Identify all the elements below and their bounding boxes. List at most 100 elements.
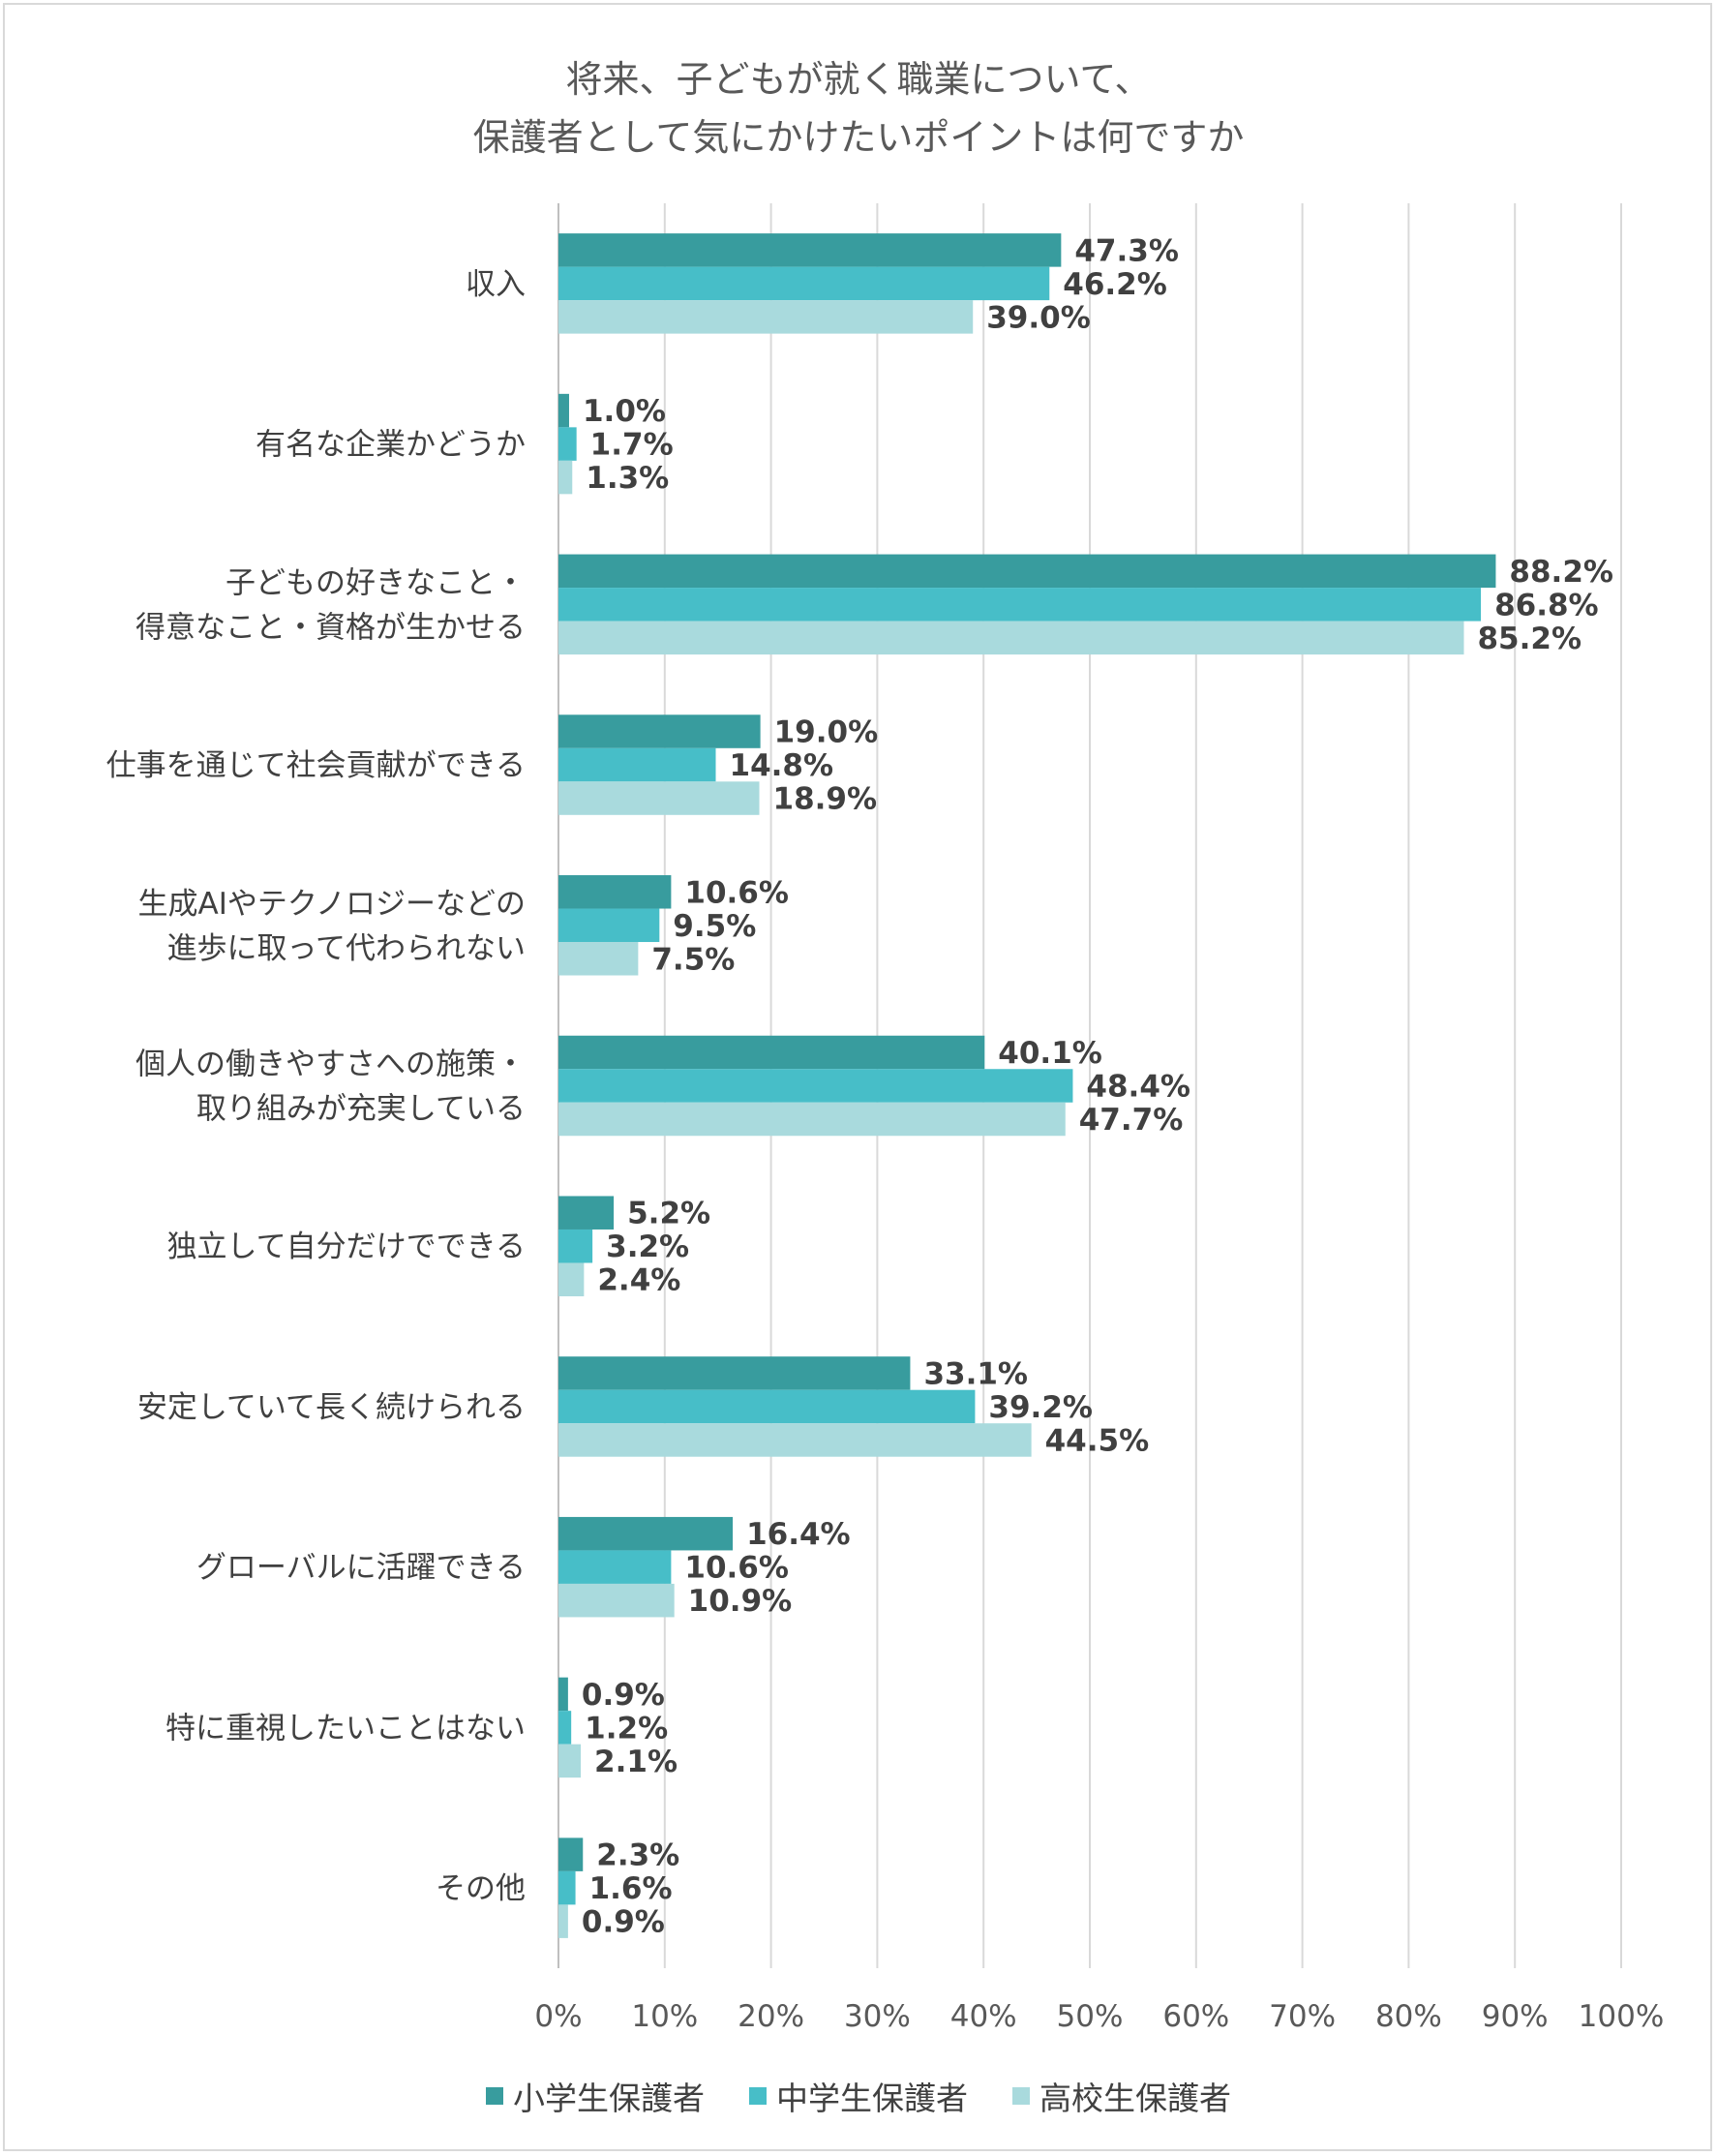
data-label: 19.0%	[774, 715, 879, 750]
legend-label-elementary: 小学生保護者	[513, 2080, 705, 2117]
data-label: 39.2%	[988, 1390, 1093, 1425]
data-label: 5.2%	[627, 1197, 710, 1231]
category-label: 安定していて長く続けられる	[137, 1390, 526, 1425]
data-label: 1.3%	[586, 461, 669, 496]
data-label: 40.1%	[998, 1036, 1102, 1071]
category-label: 子どもの好きなこと・	[226, 565, 526, 600]
bar	[558, 1870, 576, 1905]
bar	[558, 1677, 568, 1712]
bar	[558, 1583, 675, 1618]
x-tick-label: 80%	[1375, 1999, 1442, 2034]
x-tick-label: 60%	[1162, 1999, 1229, 2034]
data-label: 1.2%	[585, 1711, 668, 1746]
bar	[558, 621, 1464, 655]
legend-item-elementary: 小学生保護者	[486, 2073, 705, 2119]
bar	[558, 1196, 615, 1230]
data-label: 44.5%	[1045, 1423, 1150, 1458]
x-tick-label: 100%	[1579, 1999, 1665, 2034]
data-label: 2.1%	[594, 1745, 678, 1779]
legend-label-high-school: 高校生保護者	[1039, 2080, 1231, 2117]
bar	[558, 1229, 593, 1263]
bar	[558, 714, 761, 748]
bar	[558, 908, 660, 943]
bar	[558, 1102, 1066, 1137]
bar	[558, 875, 672, 909]
bar	[558, 1389, 976, 1424]
chart-title: 将来、子どもが就く職業について、 保護者として気にかけたいポイントは何ですか	[0, 50, 1717, 167]
category-label: 仕事を通じて社会貢献ができる	[106, 748, 526, 783]
bar	[558, 1711, 572, 1745]
bar	[558, 266, 1050, 301]
bar	[558, 460, 573, 495]
bar	[558, 1356, 911, 1390]
x-tick-label: 40%	[950, 1999, 1017, 2034]
legend-swatch-elementary	[486, 2087, 503, 2105]
data-label: 14.8%	[730, 748, 834, 783]
data-label: 48.4%	[1086, 1070, 1190, 1105]
category-label: その他	[436, 1871, 526, 1906]
data-label: 10.9%	[688, 1584, 793, 1619]
data-label: 2.4%	[597, 1263, 680, 1298]
legend-swatch-high-school	[1012, 2087, 1030, 2105]
bar	[558, 781, 760, 815]
data-label: 18.9%	[773, 782, 878, 817]
data-label: 39.0%	[986, 300, 1091, 335]
bar	[558, 747, 716, 782]
data-label: 47.3%	[1074, 233, 1179, 268]
category-label: グローバルに活躍できる	[196, 1551, 526, 1586]
x-tick-label: 20%	[738, 1999, 804, 2034]
category-label: 進歩に取って代わられない	[167, 931, 526, 966]
category-label: 特に重視したいことはない	[166, 1711, 526, 1746]
data-label: 1.7%	[590, 428, 674, 463]
bar	[558, 1550, 672, 1584]
category-label: 有名な企業かどうか	[256, 428, 526, 463]
bar	[558, 1837, 584, 1871]
data-label: 1.6%	[589, 1871, 673, 1906]
data-label: 3.2%	[606, 1230, 689, 1264]
bar	[558, 427, 577, 461]
data-label: 0.9%	[582, 1678, 665, 1713]
x-tick-label: 90%	[1482, 1999, 1549, 2034]
legend-label-junior-high: 中学生保護者	[776, 2080, 968, 2117]
legend: 小学生保護者 中学生保護者 高校生保護者	[0, 2073, 1717, 2119]
bar	[558, 1744, 582, 1778]
data-label: 1.0%	[583, 394, 666, 429]
bar	[558, 1035, 985, 1070]
bar	[558, 1423, 1032, 1457]
category-label: 独立して自分だけでできる	[167, 1230, 526, 1264]
x-tick-label: 50%	[1057, 1999, 1124, 2034]
x-tick-label: 10%	[631, 1999, 698, 2034]
data-label: 0.9%	[582, 1905, 665, 1940]
data-label: 85.2%	[1477, 622, 1581, 656]
data-label: 88.2%	[1509, 555, 1613, 590]
category-label: 得意なこと・資格が生かせる	[136, 610, 526, 645]
data-label: 2.3%	[596, 1838, 679, 1873]
x-tick-label: 70%	[1269, 1999, 1336, 2034]
bar	[558, 1904, 568, 1938]
bar	[558, 588, 1482, 622]
chart-title-line-2: 保護者として気にかけたいポイントは何ですか	[472, 116, 1245, 159]
legend-swatch-junior-high	[749, 2087, 767, 2105]
category-label: 収入	[466, 267, 526, 302]
category-label: 個人の働きやすさへの施策・	[136, 1048, 526, 1082]
data-label: 33.1%	[923, 1356, 1028, 1391]
data-label: 47.7%	[1079, 1103, 1184, 1138]
bar	[558, 942, 639, 976]
bar	[558, 233, 1062, 267]
bar	[558, 1069, 1073, 1103]
category-label: 生成AIやテクノロジーなどの	[138, 887, 527, 922]
bar	[558, 300, 974, 334]
legend-item-junior-high: 中学生保護者	[749, 2073, 968, 2119]
data-label: 10.6%	[684, 1551, 789, 1586]
chart-title-line-1: 将来、子どもが就く職業について、	[565, 58, 1152, 101]
bar	[558, 1262, 585, 1296]
bar	[558, 1516, 734, 1551]
data-label: 10.6%	[684, 875, 789, 910]
legend-item-high-school: 高校生保護者	[1012, 2073, 1231, 2119]
x-tick-label: 30%	[844, 1999, 911, 2034]
data-label: 7.5%	[651, 942, 735, 977]
data-label: 16.4%	[746, 1517, 851, 1552]
data-label: 46.2%	[1063, 267, 1167, 302]
bar	[558, 554, 1496, 589]
